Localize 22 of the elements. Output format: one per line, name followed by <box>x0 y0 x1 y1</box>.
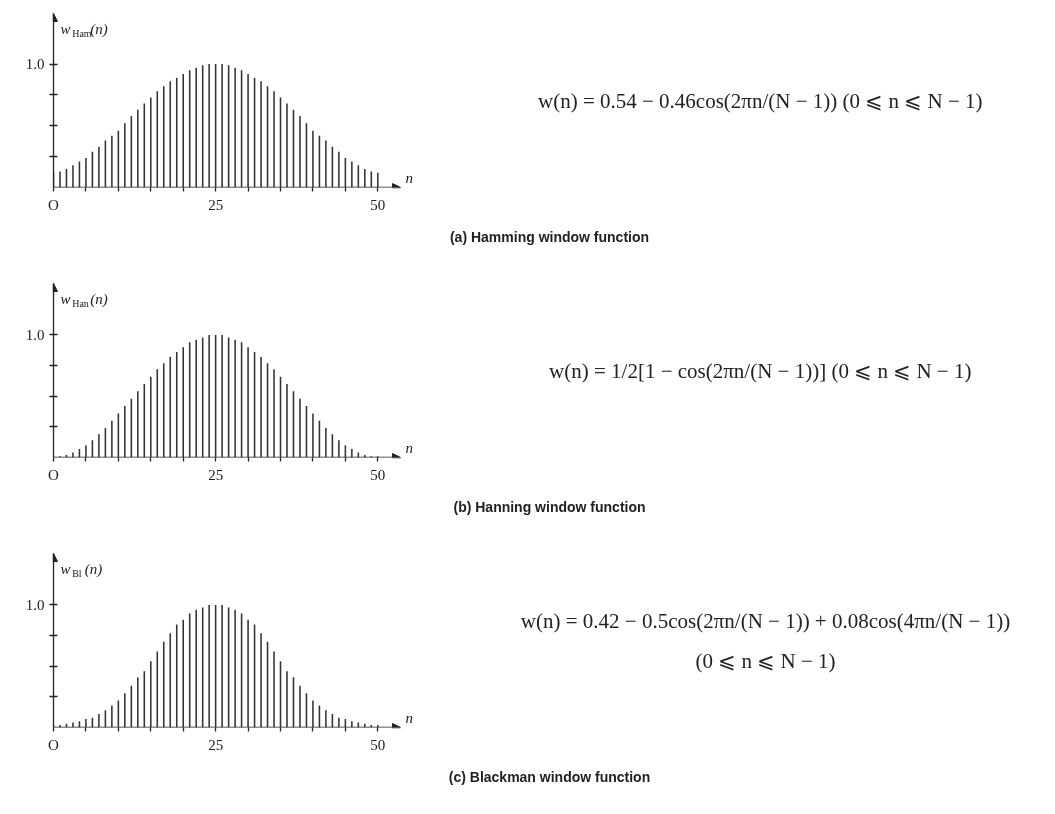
x-tick-label: 25 <box>208 196 224 213</box>
x-tick-label: O <box>48 196 60 213</box>
text: w(n) = 0.54 − 0.46cos(2πn/(N − 1)) (0 ⩽ n ⩽ N − 1) <box>538 88 983 113</box>
x-tick-label: 25 <box>208 466 224 483</box>
text: (c) Blackman window function <box>448 768 651 785</box>
x-tick-label: 50 <box>370 196 386 213</box>
y-tick-label: 1.0 <box>25 56 45 73</box>
x-axis-title: n <box>405 709 413 726</box>
text: w(n) = 0.42 − 0.5cos(2πn/(N − 1)) + 0.08cos(4πn/(N − 1)) <box>520 608 1011 633</box>
x-tick-label: O <box>48 736 60 753</box>
x-tick-label: 50 <box>370 736 386 753</box>
y-tick-label: 1.0 <box>25 326 45 343</box>
x-axis-title: n <box>405 439 413 456</box>
text: (b) Hanning window function <box>453 498 646 515</box>
x-tick-label: O <box>48 466 60 483</box>
x-axis-title: n <box>405 169 413 186</box>
text: (a) Hamming window function <box>449 228 650 245</box>
x-tick-label: 50 <box>370 466 386 483</box>
y-tick-label: 1.0 <box>25 596 45 613</box>
x-tick-label: 25 <box>208 736 224 753</box>
text: (0 ⩽ n ⩽ N − 1) <box>695 648 836 673</box>
text: w(n) = 1/2[1 − cos(2πn/(N − 1))] (0 ⩽ n ⩽ N − 1) <box>549 358 972 383</box>
